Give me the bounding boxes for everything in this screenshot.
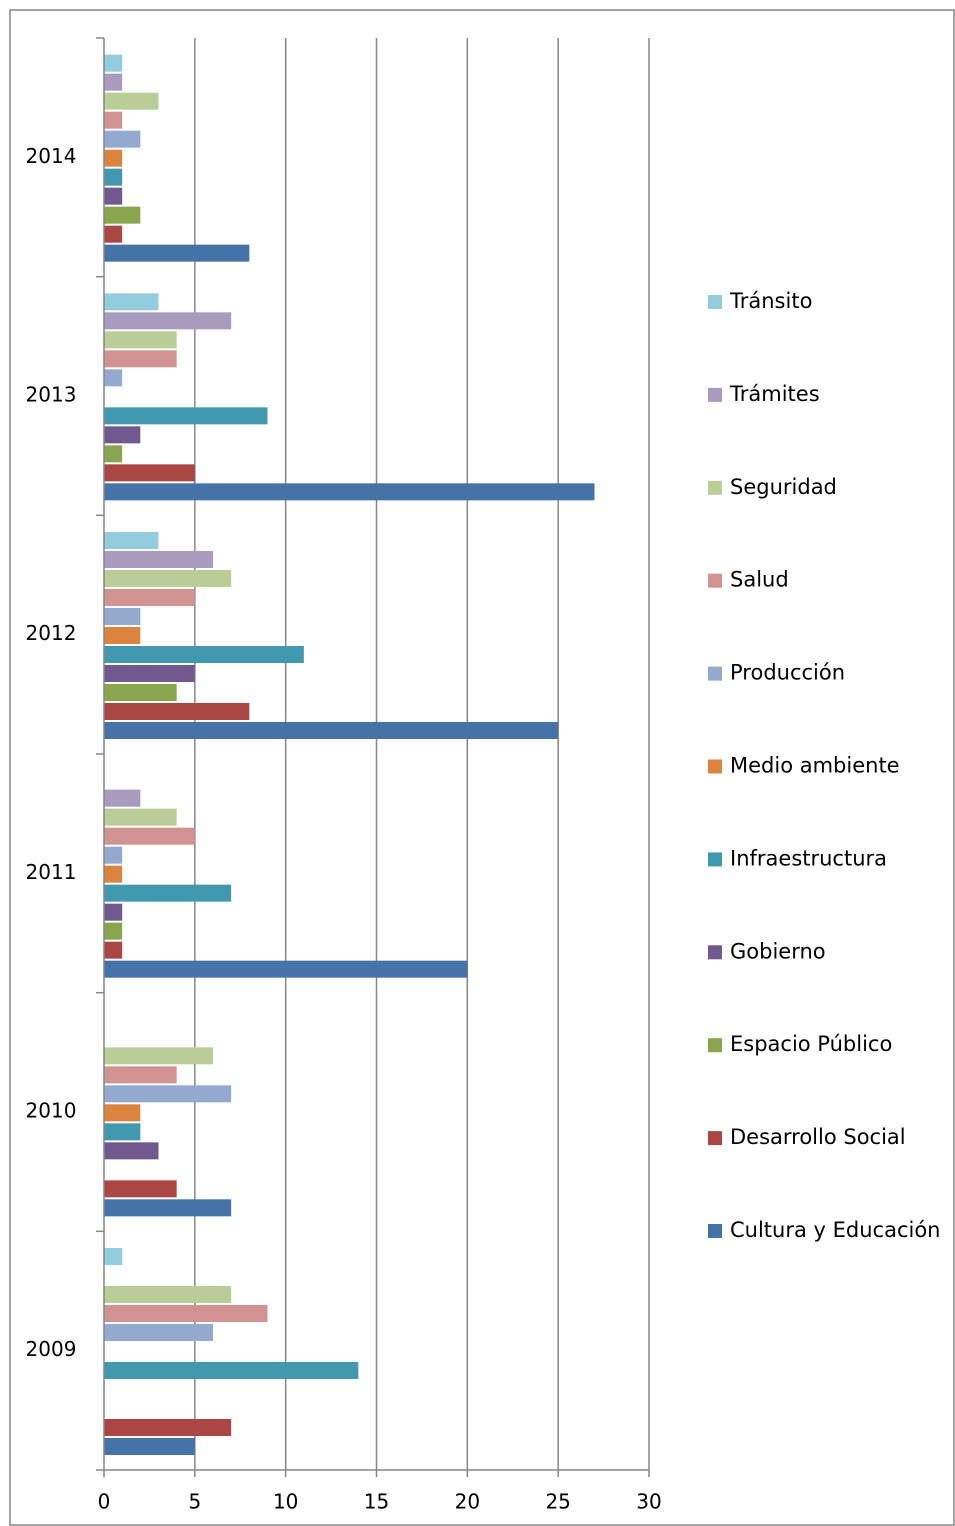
bar — [104, 149, 123, 167]
bar — [104, 1248, 123, 1265]
bar — [104, 350, 177, 368]
x-tick-label: 25 — [545, 1490, 570, 1514]
legend-label: Producción — [730, 661, 845, 685]
bar — [104, 1047, 213, 1065]
legend-label: Cultura y Educación — [730, 1218, 941, 1242]
bar — [104, 1199, 232, 1217]
bar — [104, 684, 177, 701]
legend-swatch — [708, 573, 722, 588]
bar — [104, 703, 250, 720]
legend-label: Desarrollo Social — [730, 1125, 906, 1149]
bar — [104, 722, 559, 739]
bar — [104, 1085, 232, 1103]
bar — [104, 293, 159, 311]
bar — [104, 941, 123, 959]
legend-swatch — [708, 1224, 722, 1238]
bar — [104, 1286, 232, 1303]
x-tick-label: 0 — [98, 1490, 111, 1514]
bar — [104, 426, 141, 444]
y-tick-label: 2013 — [26, 383, 77, 407]
bar — [104, 1438, 195, 1455]
bar — [104, 407, 268, 425]
bar — [104, 1104, 141, 1122]
bar — [104, 1362, 359, 1379]
bar — [104, 922, 123, 940]
chart-frame — [9, 9, 955, 1526]
bar — [104, 187, 123, 205]
bar — [104, 244, 250, 262]
bar — [104, 960, 468, 978]
bar — [104, 1142, 159, 1160]
legend-label: Tránsito — [729, 289, 812, 313]
bar — [104, 608, 141, 625]
y-tick-label: 2012 — [26, 621, 77, 645]
bar — [104, 789, 141, 807]
bar — [104, 1180, 177, 1198]
legend-label: Medio ambiente — [730, 754, 900, 778]
bar — [104, 312, 232, 330]
bar — [104, 331, 177, 349]
legend-label: Salud — [730, 568, 789, 592]
bar — [104, 665, 195, 682]
bar — [104, 1066, 177, 1084]
bar — [104, 570, 232, 587]
y-tick-label: 2009 — [26, 1337, 77, 1361]
x-tick-label: 15 — [364, 1490, 389, 1514]
bar — [104, 369, 123, 387]
bar — [104, 627, 141, 644]
legend-swatch — [708, 480, 722, 495]
legend-swatch — [708, 1038, 722, 1053]
legend-label: Gobierno — [730, 939, 826, 963]
bar — [104, 483, 595, 501]
legend-label: Trámites — [729, 382, 820, 406]
bar — [104, 206, 141, 224]
legend-swatch — [708, 759, 722, 774]
bar — [104, 884, 232, 902]
legend-swatch — [708, 945, 722, 960]
bar — [104, 827, 195, 845]
y-tick-label: 2014 — [26, 144, 77, 168]
y-tick-label: 2010 — [26, 1099, 77, 1123]
x-tick-label: 30 — [636, 1490, 661, 1514]
legend-label: Seguridad — [730, 475, 837, 499]
bar — [104, 92, 159, 110]
x-tick-label: 20 — [455, 1490, 480, 1514]
legend-swatch — [708, 295, 722, 309]
legend-swatch — [708, 852, 722, 867]
bar — [104, 551, 213, 568]
bar — [104, 1324, 213, 1341]
bar — [104, 1419, 232, 1436]
bar — [104, 445, 123, 463]
bar — [104, 532, 159, 549]
bar — [104, 130, 141, 148]
bar — [104, 54, 123, 72]
bar — [104, 846, 123, 864]
legend-label: Infraestructura — [730, 846, 887, 870]
bar — [104, 464, 195, 482]
bar — [104, 808, 177, 826]
bar — [104, 168, 123, 186]
x-tick-label: 5 — [188, 1490, 201, 1514]
bar — [104, 903, 123, 921]
legend-swatch — [708, 666, 722, 681]
bar — [104, 646, 304, 663]
bar — [104, 225, 123, 243]
bar — [104, 589, 195, 606]
legend-label: Espacio Público — [730, 1032, 892, 1056]
bar — [104, 111, 123, 129]
x-tick-label: 10 — [273, 1490, 298, 1514]
y-tick-label: 2011 — [26, 860, 77, 884]
bar — [104, 73, 123, 91]
bar — [104, 1123, 141, 1141]
legend-swatch — [708, 1131, 722, 1146]
bar — [104, 865, 123, 883]
bar — [104, 1305, 268, 1322]
legend-swatch — [708, 387, 722, 402]
